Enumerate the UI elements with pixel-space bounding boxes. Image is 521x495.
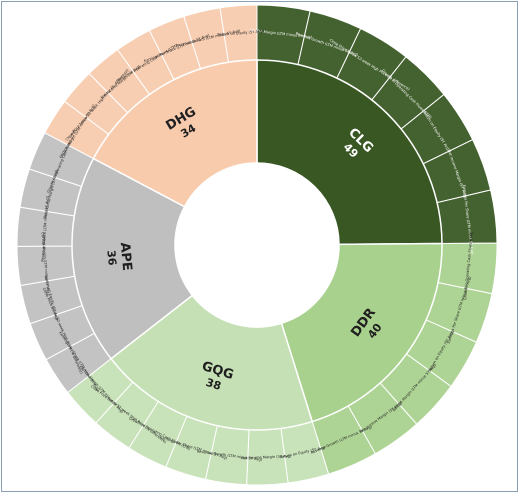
segment-name-ape: APE <box>117 242 134 272</box>
leaf-ring <box>16 4 498 486</box>
leaf-label-clg-1: EBITDA Margin (LTM minus 5Y Avg) <box>249 28 312 39</box>
leaf-label-gqg-2: Net Income Margin (5Y Avg) <box>241 454 292 460</box>
leaf-label-ape-4: EBITDA Margin (LTM minus 5Y Avg) <box>41 232 51 296</box>
inner-ring <box>71 59 443 431</box>
leaf-label-ape-5: Revenue Growth (LTM minus 5Y Avg) <box>41 195 50 262</box>
leaf-label-ddr-1: Growth in Operating Cash Flows (LTM) <box>463 231 474 300</box>
segment-value-ape: 36 <box>104 250 118 267</box>
center-hole <box>175 163 339 327</box>
leaf-label-dhg-7: Return on Equity (5Y Avg) <box>217 29 264 37</box>
segment-value-gqg: 38 <box>204 376 222 393</box>
